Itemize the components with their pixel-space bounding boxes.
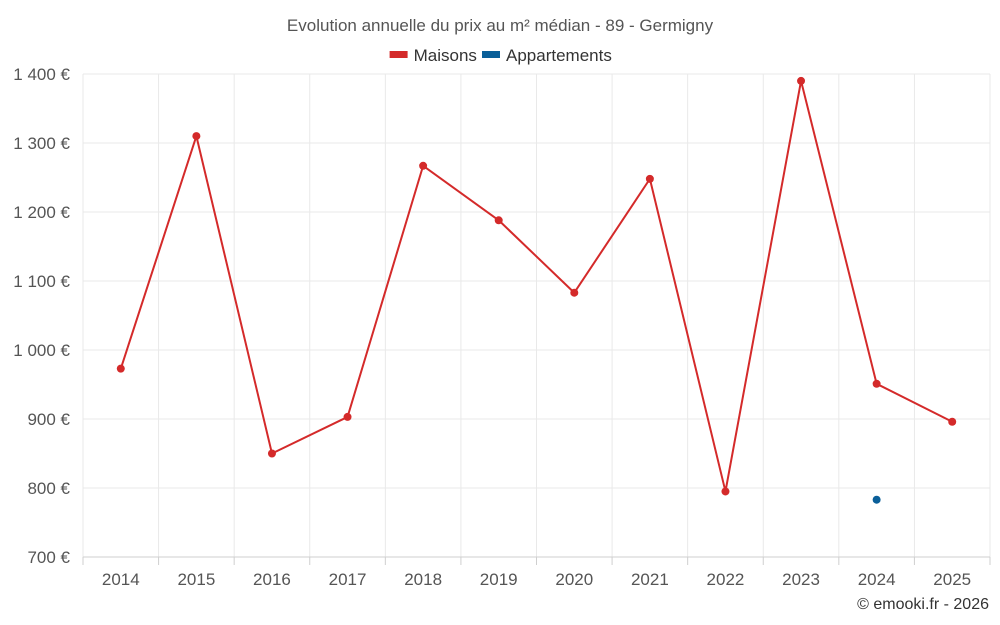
data-point-maisons[interactable] [645,174,654,183]
y-tick-label: 1 300 € [13,134,70,153]
x-tick-label: 2023 [782,570,820,589]
x-tick-label: 2021 [631,570,669,589]
data-point-maisons[interactable] [116,364,125,373]
y-axis-ticks: 700 € 800 € 900 € 1 000 € 1 100 € 1 200 € 1 30… [13,65,70,567]
chart-title: Evolution annuelle du prix au m² médian … [287,16,714,35]
x-tick-label: 2014 [102,570,140,589]
series-line-maisons [119,79,953,493]
y-tick-label: 1 000 € [13,341,70,360]
series [116,76,957,504]
x-tick-label: 2018 [404,570,442,589]
grid [82,73,991,558]
data-point-maisons[interactable] [721,487,730,496]
x-tick-label: 2022 [707,570,745,589]
data-point-maisons[interactable] [267,449,276,458]
data-point-maisons[interactable] [192,132,201,141]
legend: Maisons Appartements [389,46,612,65]
y-tick-label: 1 100 € [13,272,70,291]
data-point-maisons[interactable] [872,379,881,388]
x-tick-label: 2017 [329,570,367,589]
credit-text: © emooki.fr - 2026 [857,596,989,613]
y-tick-label: 700 € [27,548,70,567]
legend-swatch-appartements[interactable] [482,51,500,58]
legend-label-appartements[interactable]: Appartements [506,46,612,65]
y-tick-label: 1 400 € [13,65,70,84]
y-tick-label: 1 200 € [13,203,70,222]
y-tick-label: 800 € [27,479,70,498]
legend-swatch-maisons[interactable] [389,51,408,58]
data-point-maisons[interactable] [948,417,957,426]
x-tick-label: 2019 [480,570,518,589]
data-point-appartements[interactable] [872,495,881,504]
data-point-maisons[interactable] [419,161,428,170]
x-tick-label: 2024 [858,570,896,589]
x-tick-label: 2020 [555,570,593,589]
data-point-maisons[interactable] [797,76,806,85]
x-tick-label: 2025 [933,570,971,589]
x-axis-ticks: 2014 2015 2016 2017 2018 2019 2020 2021 2022 2023… [82,557,991,589]
x-tick-label: 2015 [177,570,215,589]
y-tick-label: 900 € [27,410,70,429]
x-tick-label: 2016 [253,570,291,589]
data-point-maisons[interactable] [570,288,579,297]
legend-label-maisons[interactable]: Maisons [414,46,477,65]
data-point-maisons[interactable] [343,412,352,421]
data-point-maisons[interactable] [494,216,503,225]
